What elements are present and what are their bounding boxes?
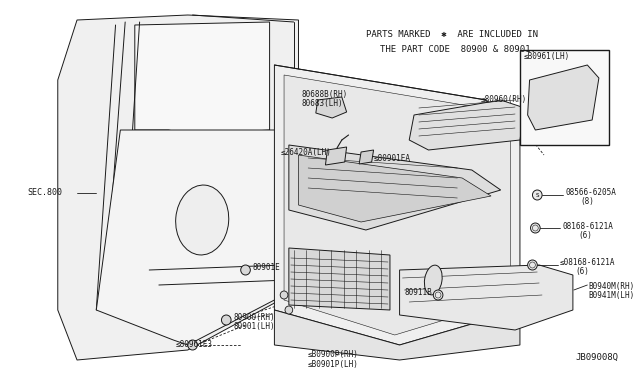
Text: 80900(RH): 80900(RH) xyxy=(233,313,275,322)
Polygon shape xyxy=(316,97,347,118)
Polygon shape xyxy=(409,100,525,150)
Text: ≤B0961(LH): ≤B0961(LH) xyxy=(524,52,570,61)
Text: 80911B: 80911B xyxy=(404,288,432,297)
Polygon shape xyxy=(359,150,374,164)
Circle shape xyxy=(221,315,231,325)
Text: THE PART CODE  80900 & 80901.: THE PART CODE 80900 & 80901. xyxy=(380,45,536,54)
Text: ≤B0900P(RH): ≤B0900P(RH) xyxy=(308,350,359,359)
Polygon shape xyxy=(326,147,347,165)
Text: 80901E: 80901E xyxy=(252,263,280,272)
Circle shape xyxy=(280,291,288,299)
Text: 08168-6121A: 08168-6121A xyxy=(563,222,613,231)
Text: 08566-6205A: 08566-6205A xyxy=(565,188,616,197)
Text: ≤B0901P(LH): ≤B0901P(LH) xyxy=(308,360,359,369)
Circle shape xyxy=(241,265,250,275)
Text: B0940M(RH): B0940M(RH) xyxy=(588,282,634,291)
Circle shape xyxy=(531,223,540,233)
Text: ≤08168-6121A: ≤08168-6121A xyxy=(559,258,615,267)
Circle shape xyxy=(433,290,443,300)
Text: SEC.800: SEC.800 xyxy=(27,188,62,197)
Polygon shape xyxy=(527,65,599,130)
Ellipse shape xyxy=(175,185,228,255)
Text: B0941M(LH): B0941M(LH) xyxy=(588,291,634,300)
Polygon shape xyxy=(298,155,491,222)
Text: (6): (6) xyxy=(579,231,593,240)
Text: ≤80901EA: ≤80901EA xyxy=(374,154,411,163)
Text: (8): (8) xyxy=(580,197,595,206)
Polygon shape xyxy=(96,130,294,345)
Text: 80901(LH): 80901(LH) xyxy=(233,322,275,331)
Text: S: S xyxy=(536,192,539,198)
FancyBboxPatch shape xyxy=(520,50,609,145)
Text: ≤26420A(LH): ≤26420A(LH) xyxy=(281,148,332,157)
Polygon shape xyxy=(58,15,298,360)
Text: (6): (6) xyxy=(576,267,589,276)
Polygon shape xyxy=(275,65,520,345)
Circle shape xyxy=(527,260,537,270)
Polygon shape xyxy=(135,22,269,135)
Polygon shape xyxy=(289,248,390,310)
Text: ≤80960(RH): ≤80960(RH) xyxy=(481,95,527,104)
Circle shape xyxy=(285,306,292,314)
Polygon shape xyxy=(289,145,500,230)
Polygon shape xyxy=(275,310,520,360)
Polygon shape xyxy=(284,75,510,335)
Text: JB09008Q: JB09008Q xyxy=(576,353,619,362)
Polygon shape xyxy=(399,265,573,330)
Text: 80688B(RH): 80688B(RH) xyxy=(301,90,348,99)
Text: PARTS MARKED  ✱  ARE INCLUDED IN: PARTS MARKED ✱ ARE INCLUDED IN xyxy=(366,30,538,39)
Text: ≤80961E3: ≤80961E3 xyxy=(175,340,212,349)
Circle shape xyxy=(532,190,542,200)
Circle shape xyxy=(188,340,197,350)
Ellipse shape xyxy=(424,265,442,295)
Text: 80683(LH): 80683(LH) xyxy=(301,99,343,108)
